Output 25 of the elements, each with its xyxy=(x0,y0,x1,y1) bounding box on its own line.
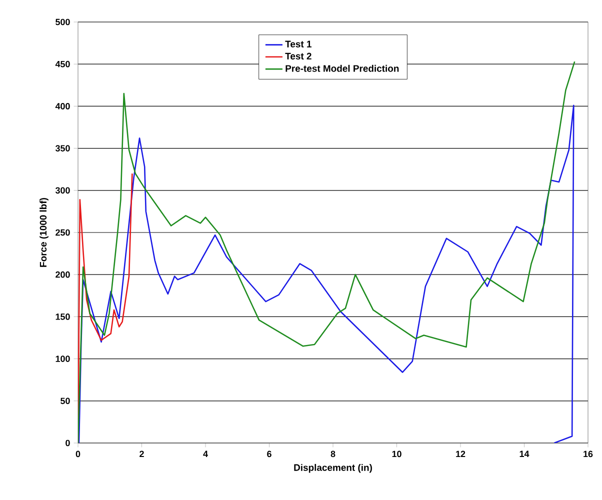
x-axis-title: Displacement (in) xyxy=(294,464,372,473)
y-tick-label: 150 xyxy=(56,314,70,320)
legend-label: Pre-test Model Prediction xyxy=(286,64,399,72)
legend-label: Test 2 xyxy=(285,52,312,60)
x-tick-label: 0 xyxy=(76,450,80,458)
y-tick-label: 100 xyxy=(56,356,70,362)
x-tick-label: 8 xyxy=(330,450,336,458)
y-tick-label: 250 xyxy=(56,229,70,236)
x-tick-label: 6 xyxy=(267,450,272,458)
y-tick-label: 300 xyxy=(55,187,70,194)
legend-label: Test 1 xyxy=(285,40,312,48)
y-tick-label: 200 xyxy=(56,271,70,278)
y-tick-label: 50 xyxy=(60,398,70,404)
x-tick-label: 2 xyxy=(140,450,144,458)
x-tick-label: 10 xyxy=(392,450,402,458)
x-tick-label: 14 xyxy=(520,450,530,457)
y-tick-label: 500 xyxy=(56,18,70,26)
x-tick-label: 4 xyxy=(203,450,208,457)
x-tick-label: 12 xyxy=(456,450,466,458)
y-tick-label: 450 xyxy=(55,60,70,68)
y-axis-title: Force (1000 lbf) xyxy=(40,198,48,267)
x-tick-label: 16 xyxy=(584,450,593,458)
y-tick-label: 400 xyxy=(55,103,70,110)
y-tick-label: 350 xyxy=(55,145,70,152)
y-tick-label: 0 xyxy=(66,440,70,446)
